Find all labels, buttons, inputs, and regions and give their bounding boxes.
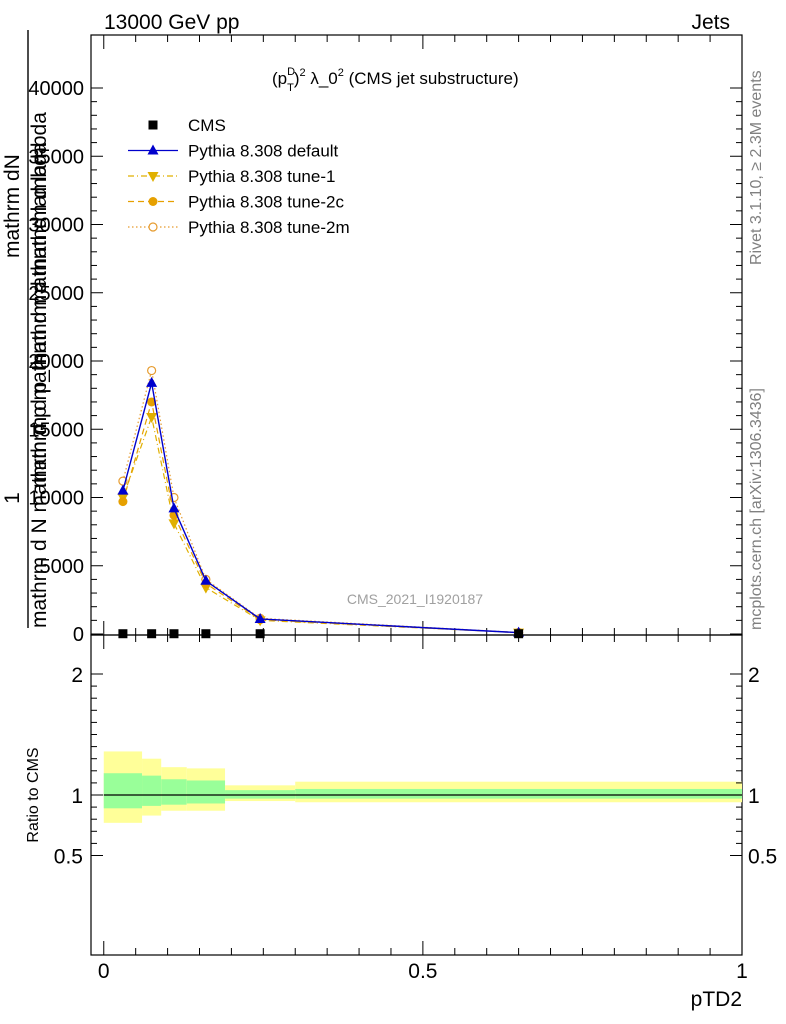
cms-data-point (514, 629, 524, 639)
main-ytick-label: 40000 (28, 78, 84, 100)
ratio-ylabel: Ratio to CMS (25, 747, 42, 842)
main-ytick-label: 15000 (28, 419, 84, 441)
x-axis-label: pTD2 (691, 988, 742, 1011)
process-label: Jets (691, 11, 730, 34)
main-ytick-label: 35000 (28, 146, 84, 168)
tune2c-point (148, 197, 158, 206)
tune2m-point (148, 222, 158, 232)
ratio-band-inner (295, 788, 742, 799)
ratio-band-inner (186, 780, 226, 804)
cms-data-point (169, 629, 179, 639)
legend-label: Pythia 8.308 default (188, 142, 339, 161)
legend-entry-tune2m: Pythia 8.308 tune-2m (128, 218, 350, 237)
main-ytick-label: 5000 (40, 556, 85, 578)
cms-data-point (148, 120, 158, 130)
main-ytick-label: 30000 (28, 215, 84, 237)
ratio-ytick-label-left: 1 (71, 785, 83, 808)
default-point (254, 612, 266, 623)
ratio-ytick-label-right: 2 (748, 664, 760, 687)
series-line-default (122, 382, 519, 634)
default-point (117, 484, 129, 495)
tune1-point (147, 172, 159, 182)
title-part-mid: ) (294, 69, 300, 88)
tune2c-point (147, 397, 157, 407)
ylabel-denominator: mathrm d N mathrm d p mathrm d mathrm d … (28, 142, 51, 628)
title-part-pre: (p (272, 69, 287, 88)
ratio-band-inner (142, 775, 162, 806)
title-part-lambda: λ_0 (306, 69, 338, 88)
x-tick-label: 0 (98, 960, 110, 983)
legend-label: Pythia 8.308 tune-1 (188, 167, 335, 186)
legend-entry-data: CMS (148, 116, 226, 135)
chart-title: (pD T)2 λ_02 (CMS jet substructure) (272, 66, 519, 94)
ratio-ytick-label-left: 2 (71, 664, 83, 687)
title-sup-d: D (287, 66, 295, 78)
ratio-band-inner (103, 773, 143, 809)
title-sup-2a: 2 (299, 67, 305, 79)
legend-label: CMS (188, 116, 226, 135)
series-line-tune1 (122, 414, 519, 634)
tune1-point (146, 412, 158, 423)
title-part-post: (CMS jet substructure) (344, 69, 519, 88)
main-ytick-label: 10000 (28, 488, 84, 510)
legend-label: Pythia 8.308 tune-2m (188, 218, 350, 237)
tune1-point (168, 519, 180, 530)
main-ylabel: 1 mathrm dN mathrm d p_mathrm d mathrm d… (1, 30, 51, 628)
series-data (118, 629, 524, 639)
ylabel-numerator: mathrm dN (1, 154, 24, 258)
ratio-band-inner (161, 779, 187, 805)
ratio-ytick-label-right: 0.5 (748, 846, 777, 869)
analysis-watermark: CMS_2021_I1920187 (347, 591, 483, 607)
legend-label: Pythia 8.308 tune-2c (188, 193, 344, 212)
ratio-ytick-label-left: 0.5 (54, 846, 83, 869)
cms-data-point (255, 629, 265, 639)
legend-entry-tune1: Pythia 8.308 tune-1 (128, 167, 335, 186)
ylabel-numerator-2: mathrm d p_mathrm d mathrm d lambda (28, 112, 51, 488)
cms-data-point (147, 629, 157, 639)
mcplots-label: mcplots.cern.ch [arXiv:1306.3436] (748, 388, 765, 630)
tune2m-point (147, 365, 157, 376)
default-point (147, 144, 159, 155)
title-sup-2b: 2 (338, 67, 344, 79)
default-point (146, 376, 158, 387)
rivet-label: Rivet 3.1.10, ≥ 2.3M events (748, 70, 765, 265)
legend-entry-tune2c: Pythia 8.308 tune-2c (128, 193, 344, 212)
x-tick-label: 1 (736, 960, 748, 983)
cms-data-point (118, 629, 128, 639)
energy-label: 13000 GeV pp (104, 11, 239, 34)
default-point (200, 574, 212, 585)
cms-data-point (201, 629, 211, 639)
main-ytick-label: 0 (73, 624, 84, 646)
default-point (168, 502, 180, 513)
title-sub-t: T (287, 82, 294, 94)
ylabel-one: 1 (1, 492, 24, 504)
ratio-ytick-label-right: 1 (748, 785, 760, 808)
legend-entry-default: Pythia 8.308 default (128, 142, 339, 161)
main-ytick-label: 25000 (28, 283, 84, 305)
x-tick-label: 0.5 (408, 960, 437, 983)
tune2c-point (118, 497, 128, 507)
main-ytick-label: 20000 (28, 351, 84, 373)
